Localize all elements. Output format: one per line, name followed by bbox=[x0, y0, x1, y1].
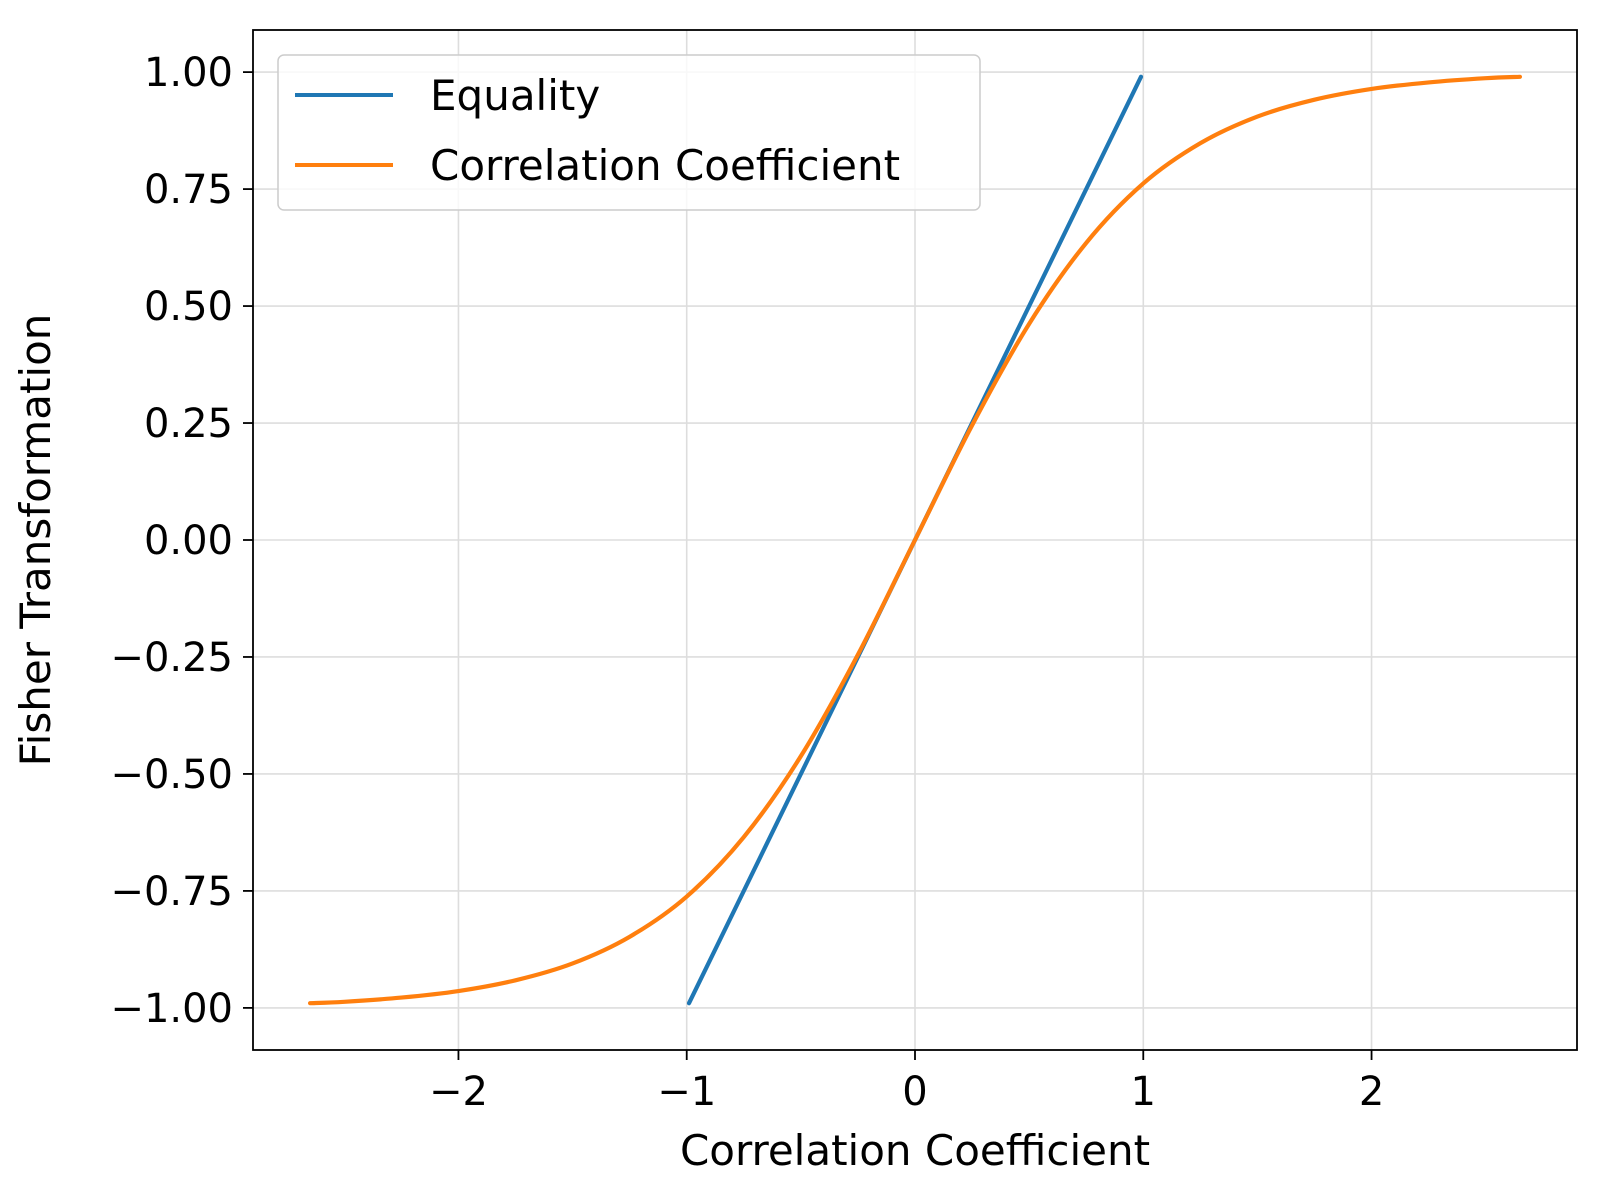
legend-box bbox=[277, 54, 981, 211]
legend-label-correlation-coefficient: Correlation Coefficient bbox=[430, 141, 900, 190]
x-tick-label: 0 bbox=[902, 1069, 927, 1115]
y-tick-label: 0.50 bbox=[144, 284, 233, 330]
series-line-correlation-coefficient bbox=[307, 74, 1523, 1006]
y-tick-label: −0.50 bbox=[110, 752, 233, 798]
y-axis-label: Fisher Transformation bbox=[11, 314, 60, 767]
legend: Equality Correlation Coefficient bbox=[277, 54, 981, 211]
axis-ticks: −2 −1 0 1 2 −1.00 −0.75 −0.50 −0.25 0.00 0.25 0.50 0… bbox=[110, 50, 1384, 1115]
x-tick-label: −2 bbox=[429, 1069, 488, 1115]
y-tick-label: −0.75 bbox=[110, 869, 233, 915]
x-tick-label: −1 bbox=[657, 1069, 716, 1115]
series-lines bbox=[307, 74, 1523, 1006]
x-tick-label: 2 bbox=[1359, 1069, 1384, 1115]
y-tick-label: 0.00 bbox=[144, 518, 233, 564]
x-tick-label: 1 bbox=[1131, 1069, 1156, 1115]
y-tick-label: 0.25 bbox=[144, 401, 233, 447]
y-tick-label: −1.00 bbox=[110, 986, 233, 1032]
y-tick-label: −0.25 bbox=[110, 635, 233, 681]
x-axis-label: Correlation Coefficient bbox=[680, 1126, 1150, 1175]
y-tick-label: 1.00 bbox=[144, 50, 233, 96]
legend-label-equality: Equality bbox=[430, 71, 600, 120]
y-tick-label: 0.75 bbox=[144, 167, 233, 213]
